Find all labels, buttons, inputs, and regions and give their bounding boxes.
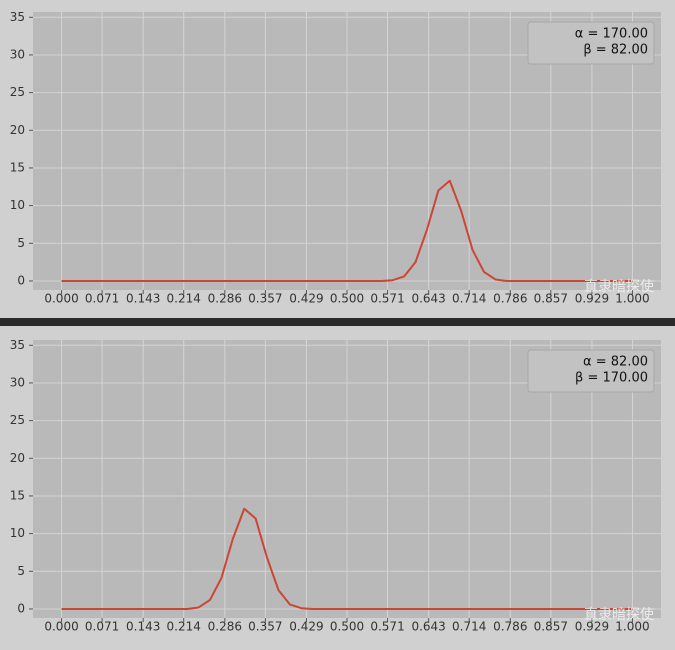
x-tick-label: 0.857 [534,620,568,634]
y-tick-label: 30 [10,47,25,61]
x-tick-label: 0.786 [493,292,527,306]
x-tick-label: 0.429 [289,292,323,306]
y-tick-label: 15 [10,488,25,502]
x-tick-label: 0.643 [411,620,445,634]
x-tick-label: 0.357 [248,292,282,306]
y-tick-label: 10 [10,526,25,540]
legend-text: α = 170.00 [575,27,648,42]
y-tick-label: 5 [17,236,25,250]
x-tick-label: 0.214 [167,620,201,634]
x-tick-label: 1.000 [615,620,649,634]
x-tick-label: 0.714 [452,292,486,306]
x-tick-label: 0.071 [85,292,119,306]
x-tick-label: 0.643 [411,292,445,306]
y-tick-label: 35 [10,10,25,24]
x-tick-label: 1.000 [615,292,649,306]
x-tick-label: 0.143 [126,292,160,306]
x-tick-label: 0.071 [85,620,119,634]
y-tick-label: 10 [10,198,25,212]
x-tick-label: 0.000 [44,620,78,634]
x-tick-label: 0.571 [370,620,404,634]
legend: α = 170.00β = 82.00 [527,21,655,65]
y-tick-label: 15 [10,160,25,174]
x-tick-label: 0.357 [248,620,282,634]
legend-text: β = 82.00 [583,43,648,58]
x-tick-label: 0.500 [330,292,364,306]
x-tick-label: 0.500 [330,620,364,634]
x-tick-label: 0.571 [370,292,404,306]
y-tick-label: 35 [10,338,25,352]
y-tick-label: 30 [10,375,25,389]
legend: α = 82.00β = 170.00 [527,349,655,393]
x-tick-label: 0.786 [493,620,527,634]
legend-text: β = 170.00 [575,371,648,386]
x-tick-label: 0.429 [289,620,323,634]
watermark: 直隶暗探使 [584,606,654,623]
y-tick-label: 5 [17,564,25,578]
legend-box [527,349,655,393]
legend-box [527,21,655,65]
x-tick-label: 0.714 [452,620,486,634]
y-tick-label: 20 [10,123,25,137]
y-tick-label: 20 [10,451,25,465]
watermark: 直隶暗探使 [584,278,654,295]
x-tick-label: 0.214 [167,292,201,306]
x-tick-label: 0.286 [208,620,242,634]
x-tick-label: 0.286 [208,292,242,306]
y-tick-label: 25 [10,85,25,99]
x-tick-label: 0.143 [126,620,160,634]
separator [0,318,675,326]
x-tick-label: 0.857 [534,292,568,306]
line [61,179,633,282]
y-tick-label: 25 [10,413,25,427]
x-tick-label: 0.929 [575,292,609,306]
x-tick-label: 0.000 [44,292,78,306]
y-tick-label: 0 [17,273,25,287]
legend-text: α = 82.00 [583,355,648,370]
x-tick-label: 0.929 [575,620,609,634]
line [61,507,633,610]
y-tick-label: 0 [17,601,25,615]
